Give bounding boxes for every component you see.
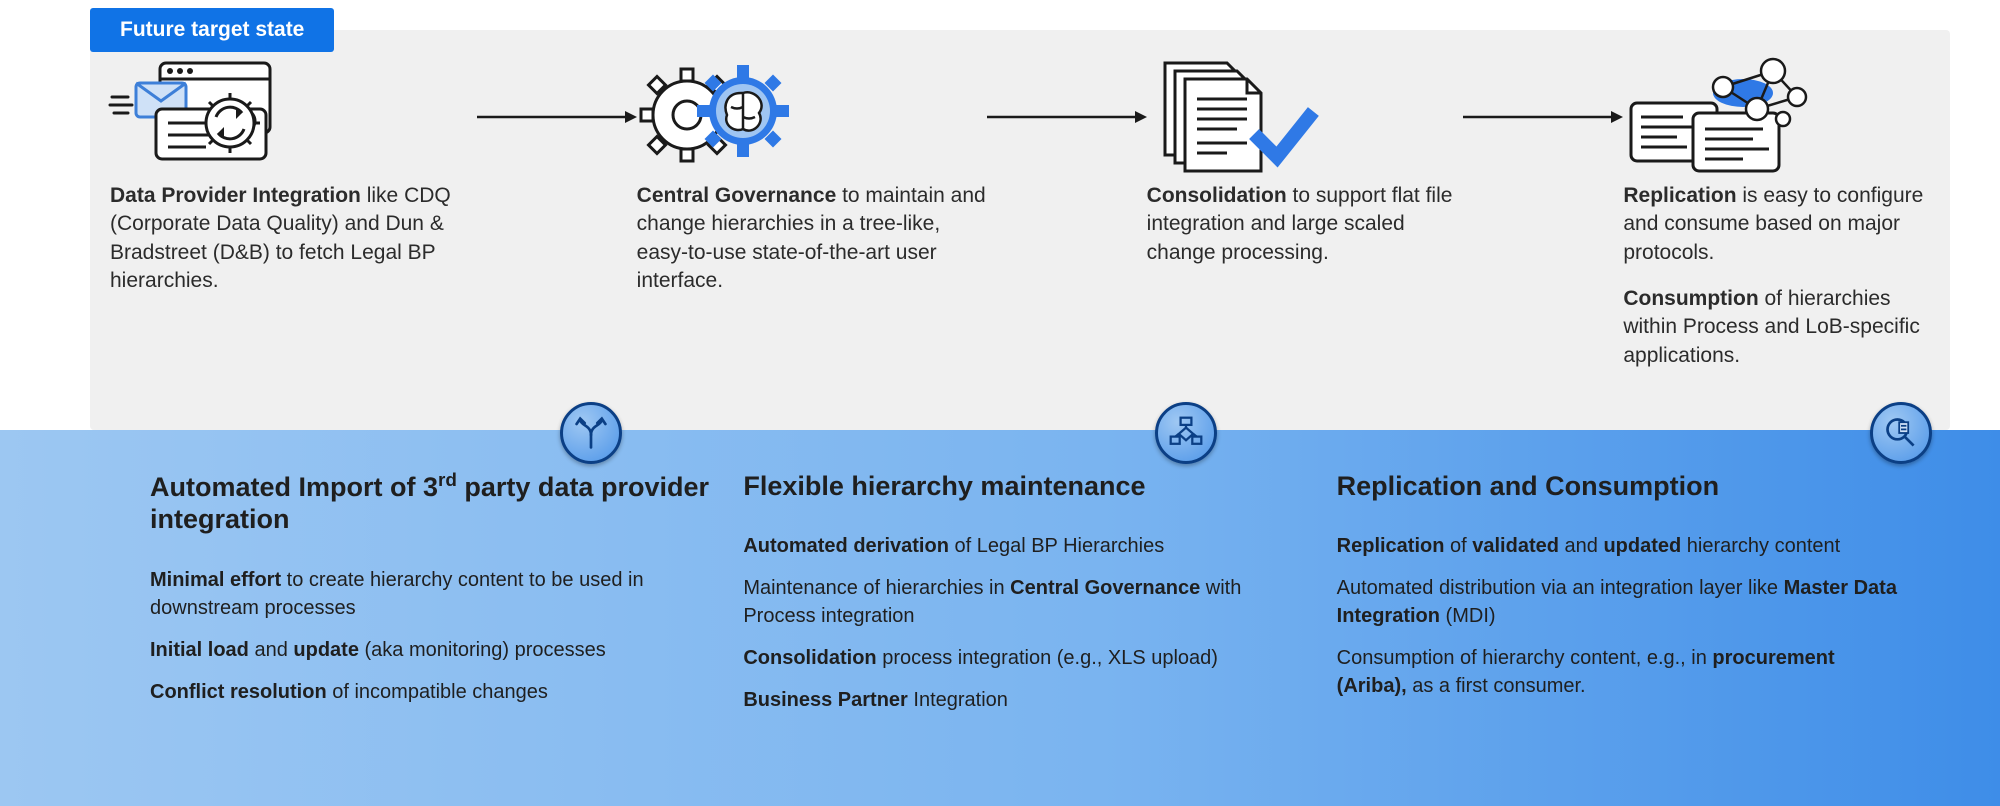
mail-gear-icon xyxy=(110,52,477,182)
arrow-icon xyxy=(1463,52,1623,182)
card-line: Automated derivation of Legal BP Hierarc… xyxy=(743,532,1316,560)
arrow-icon xyxy=(987,52,1147,182)
arrow-icon xyxy=(477,52,637,182)
card-title: Automated Import of 3rd party data provi… xyxy=(150,470,723,536)
card-line: Automated distribution via an integratio… xyxy=(1337,574,1910,630)
step-text: Replication is easy to configure and con… xyxy=(1623,182,1940,388)
docs-check-icon xyxy=(1147,52,1464,182)
step-replication: Replication is easy to configure and con… xyxy=(1623,52,1940,388)
step-text: Data Provider Integration like CDQ (Corp… xyxy=(110,182,477,295)
step-central-governance: Central Governance to maintain and chang… xyxy=(637,52,987,295)
network-nodes-icon xyxy=(1623,52,1940,182)
card-line: Conflict resolution of incompatible chan… xyxy=(150,678,723,706)
card-title: Replication and Consumption xyxy=(1337,470,1910,502)
card-replication-consumption: Replication and Consumption Replication … xyxy=(1337,470,1910,776)
future-target-tab: Future target state xyxy=(90,8,334,52)
card-line: Business Partner Integration xyxy=(743,686,1316,714)
step-consolidation: Consolidation to support flat file integ… xyxy=(1147,52,1464,267)
card-line: Minimal effort to create hierarchy conte… xyxy=(150,566,723,622)
card-line: Maintenance of hierarchies in Central Go… xyxy=(743,574,1316,630)
card-automated-import: Automated Import of 3rd party data provi… xyxy=(150,470,723,776)
step-data-provider: Data Provider Integration like CDQ (Corp… xyxy=(110,52,477,295)
bottom-cards: Automated Import of 3rd party data provi… xyxy=(90,430,1950,806)
card-line: Consolidation process integration (e.g.,… xyxy=(743,644,1316,672)
steps-row: Data Provider Integration like CDQ (Corp… xyxy=(110,52,1940,388)
brain-gear-icon xyxy=(637,52,987,182)
card-line: Consumption of hierarchy content, e.g., … xyxy=(1337,644,1910,700)
card-line: Replication of validated and updated hie… xyxy=(1337,532,1910,560)
step-text: Central Governance to maintain and chang… xyxy=(637,182,987,295)
step-text: Consolidation to support flat file integ… xyxy=(1147,182,1464,267)
card-line: Initial load and update (aka monitoring)… xyxy=(150,636,723,664)
card-flexible-maintenance: Flexible hierarchy maintenance Automated… xyxy=(743,470,1316,776)
card-title: Flexible hierarchy maintenance xyxy=(743,470,1316,502)
